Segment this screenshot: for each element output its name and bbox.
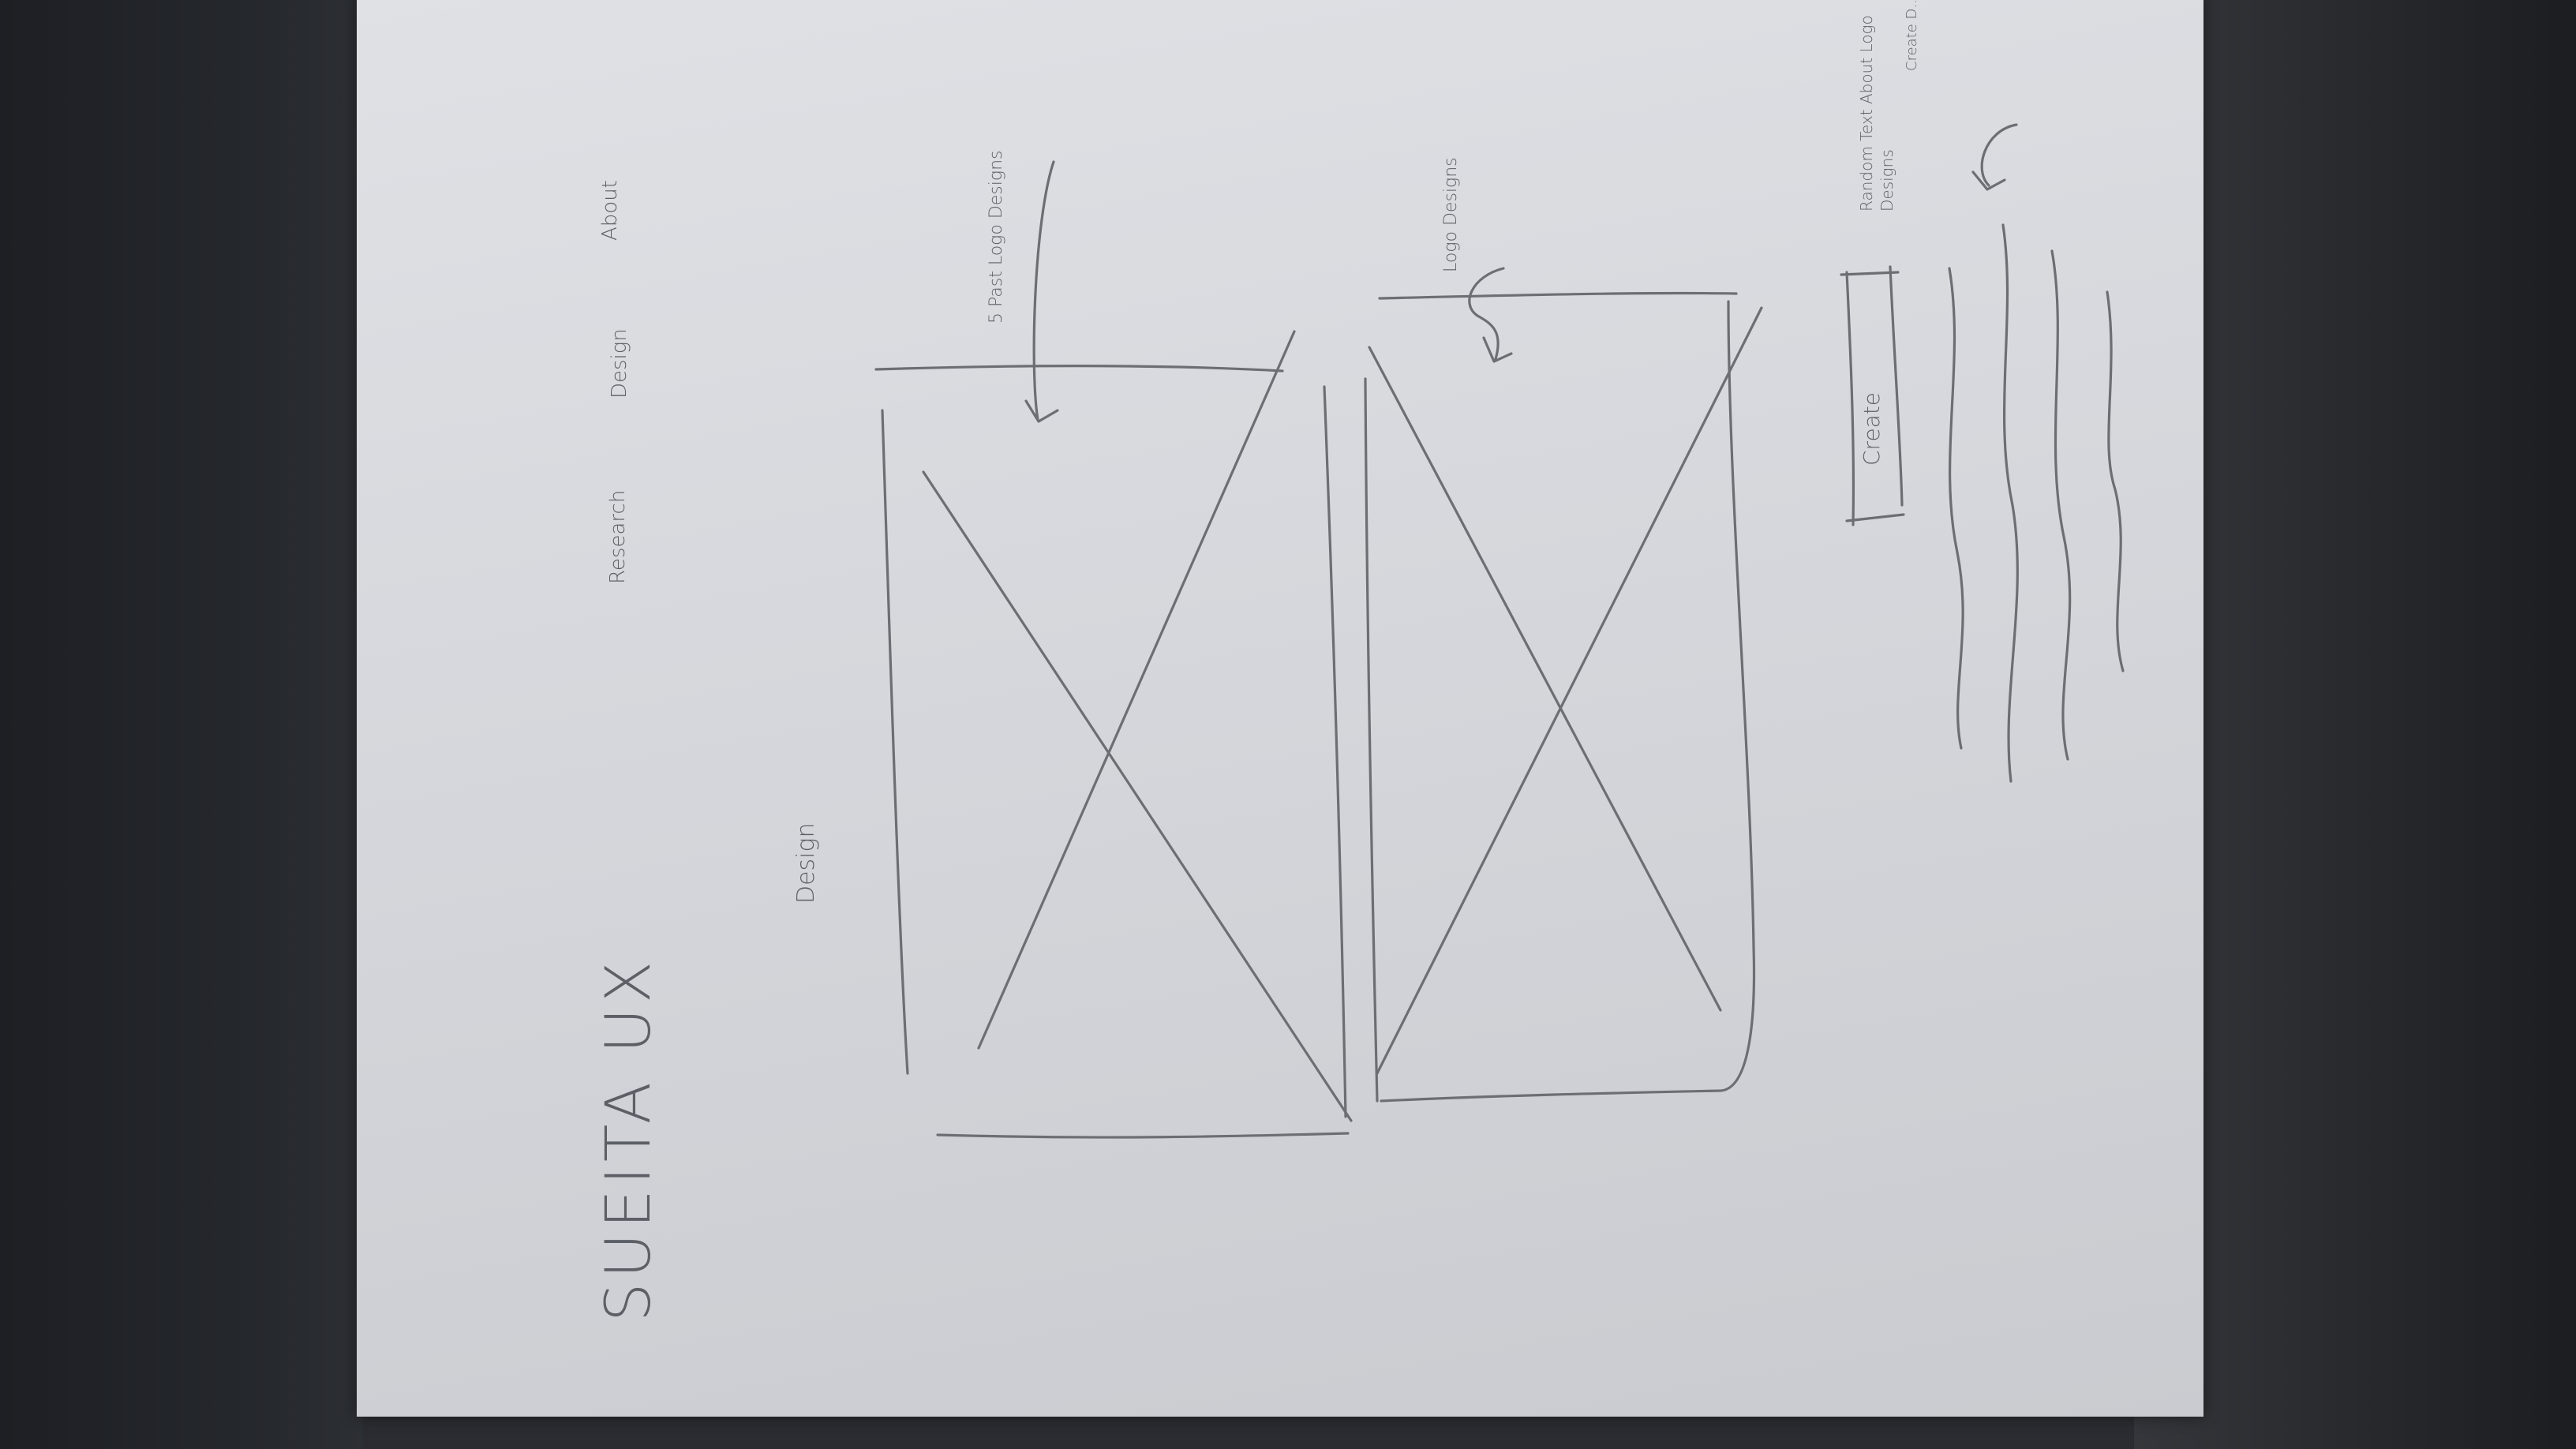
image-placeholder-bottom: [1323, 291, 1763, 1118]
section-heading: Design: [792, 822, 820, 904]
paragraph-squiggles: [1948, 223, 2125, 783]
create-button[interactable]: Create: [1859, 391, 1885, 466]
create-button-outline: [1840, 265, 1905, 526]
nav-about[interactable]: About: [598, 180, 622, 241]
image-placeholder-bottom-diagonal-b: [1376, 306, 1763, 1075]
annotation-logo-designs: Logo Designs: [1441, 157, 1461, 272]
dark-surface-left: [0, 0, 363, 1449]
nav-design[interactable]: Design: [608, 328, 631, 399]
arrow-annotation-top: [1024, 160, 1059, 423]
annotation-random-text: Random Text About Logo Designs: [1857, 15, 1896, 212]
sketch-paper: [357, 0, 2203, 1417]
arrow-annotation-right: [1971, 123, 2018, 191]
image-placeholder-top-frame: [874, 365, 1350, 1139]
image-placeholder-top: [874, 330, 1353, 1139]
image-placeholder-bottom-frame: [1323, 291, 1756, 1118]
arrow-annotation-bottom: [1468, 267, 1513, 363]
image-placeholder-top-diagonal-a: [922, 470, 1353, 1122]
annotation-corner: Create D…: [1904, 0, 1920, 71]
image-placeholder-bottom-diagonal-a: [1368, 346, 1722, 1012]
annotation-past-logo-designs: 5 Past Logo Designs: [987, 150, 1006, 324]
image-placeholder-top-diagonal-b: [977, 330, 1296, 1050]
nav-research[interactable]: Research: [606, 489, 630, 584]
brand-logo: SUEITA UX: [593, 956, 665, 1322]
dark-surface-right: [2134, 0, 2576, 1449]
